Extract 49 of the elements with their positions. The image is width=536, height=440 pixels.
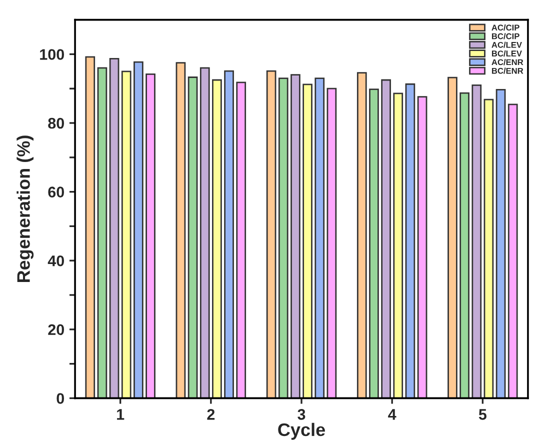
x-tick-label: 3 (298, 409, 306, 420)
bar (369, 88, 379, 398)
bar (381, 79, 391, 398)
bar (97, 67, 108, 398)
bar (393, 92, 404, 398)
x-tick-label: 2 (207, 409, 215, 420)
bar (188, 76, 198, 398)
bar (236, 82, 246, 398)
y-axis-title: Regeneration (%) (16, 136, 34, 282)
bar (176, 62, 186, 398)
y-tick-label: 60 (48, 186, 64, 198)
y-tick-label: 20 (48, 324, 64, 336)
bar (326, 88, 337, 398)
bar (448, 76, 458, 398)
bar (508, 104, 518, 398)
bar (484, 98, 494, 398)
bar (417, 96, 428, 398)
legend-label: BC/LEV (492, 50, 522, 57)
y-tick-label: 0 (56, 393, 64, 404)
x-tick-label: 4 (388, 409, 396, 420)
bar (109, 58, 120, 398)
bar (460, 92, 470, 398)
x-tick-label: 5 (478, 409, 486, 420)
bar (266, 70, 276, 398)
bar (302, 84, 312, 398)
legend-label: BC/CIP (492, 33, 520, 40)
x-tick-label: 1 (117, 409, 124, 420)
bar (290, 74, 300, 398)
bar (405, 83, 416, 398)
legend-label: AC/CIP (492, 24, 520, 31)
bar (496, 88, 506, 398)
y-tick-label: 100 (40, 49, 64, 60)
bar (200, 67, 210, 398)
bar (472, 84, 482, 398)
bar (134, 61, 144, 398)
legend-label: BC/ENR (492, 68, 524, 74)
bar (212, 79, 222, 398)
bar (356, 72, 367, 398)
x-axis-title: Cycle (278, 422, 325, 440)
legend-label: AC/ENR (492, 59, 524, 66)
bar (314, 78, 325, 398)
legend-label: AC/LEV (492, 42, 522, 48)
y-tick-label: 80 (48, 118, 64, 129)
bar (146, 73, 156, 398)
bar (224, 70, 234, 398)
bar (85, 56, 96, 398)
bar (121, 70, 132, 398)
y-tick-label: 40 (48, 255, 64, 266)
bar (278, 78, 288, 398)
